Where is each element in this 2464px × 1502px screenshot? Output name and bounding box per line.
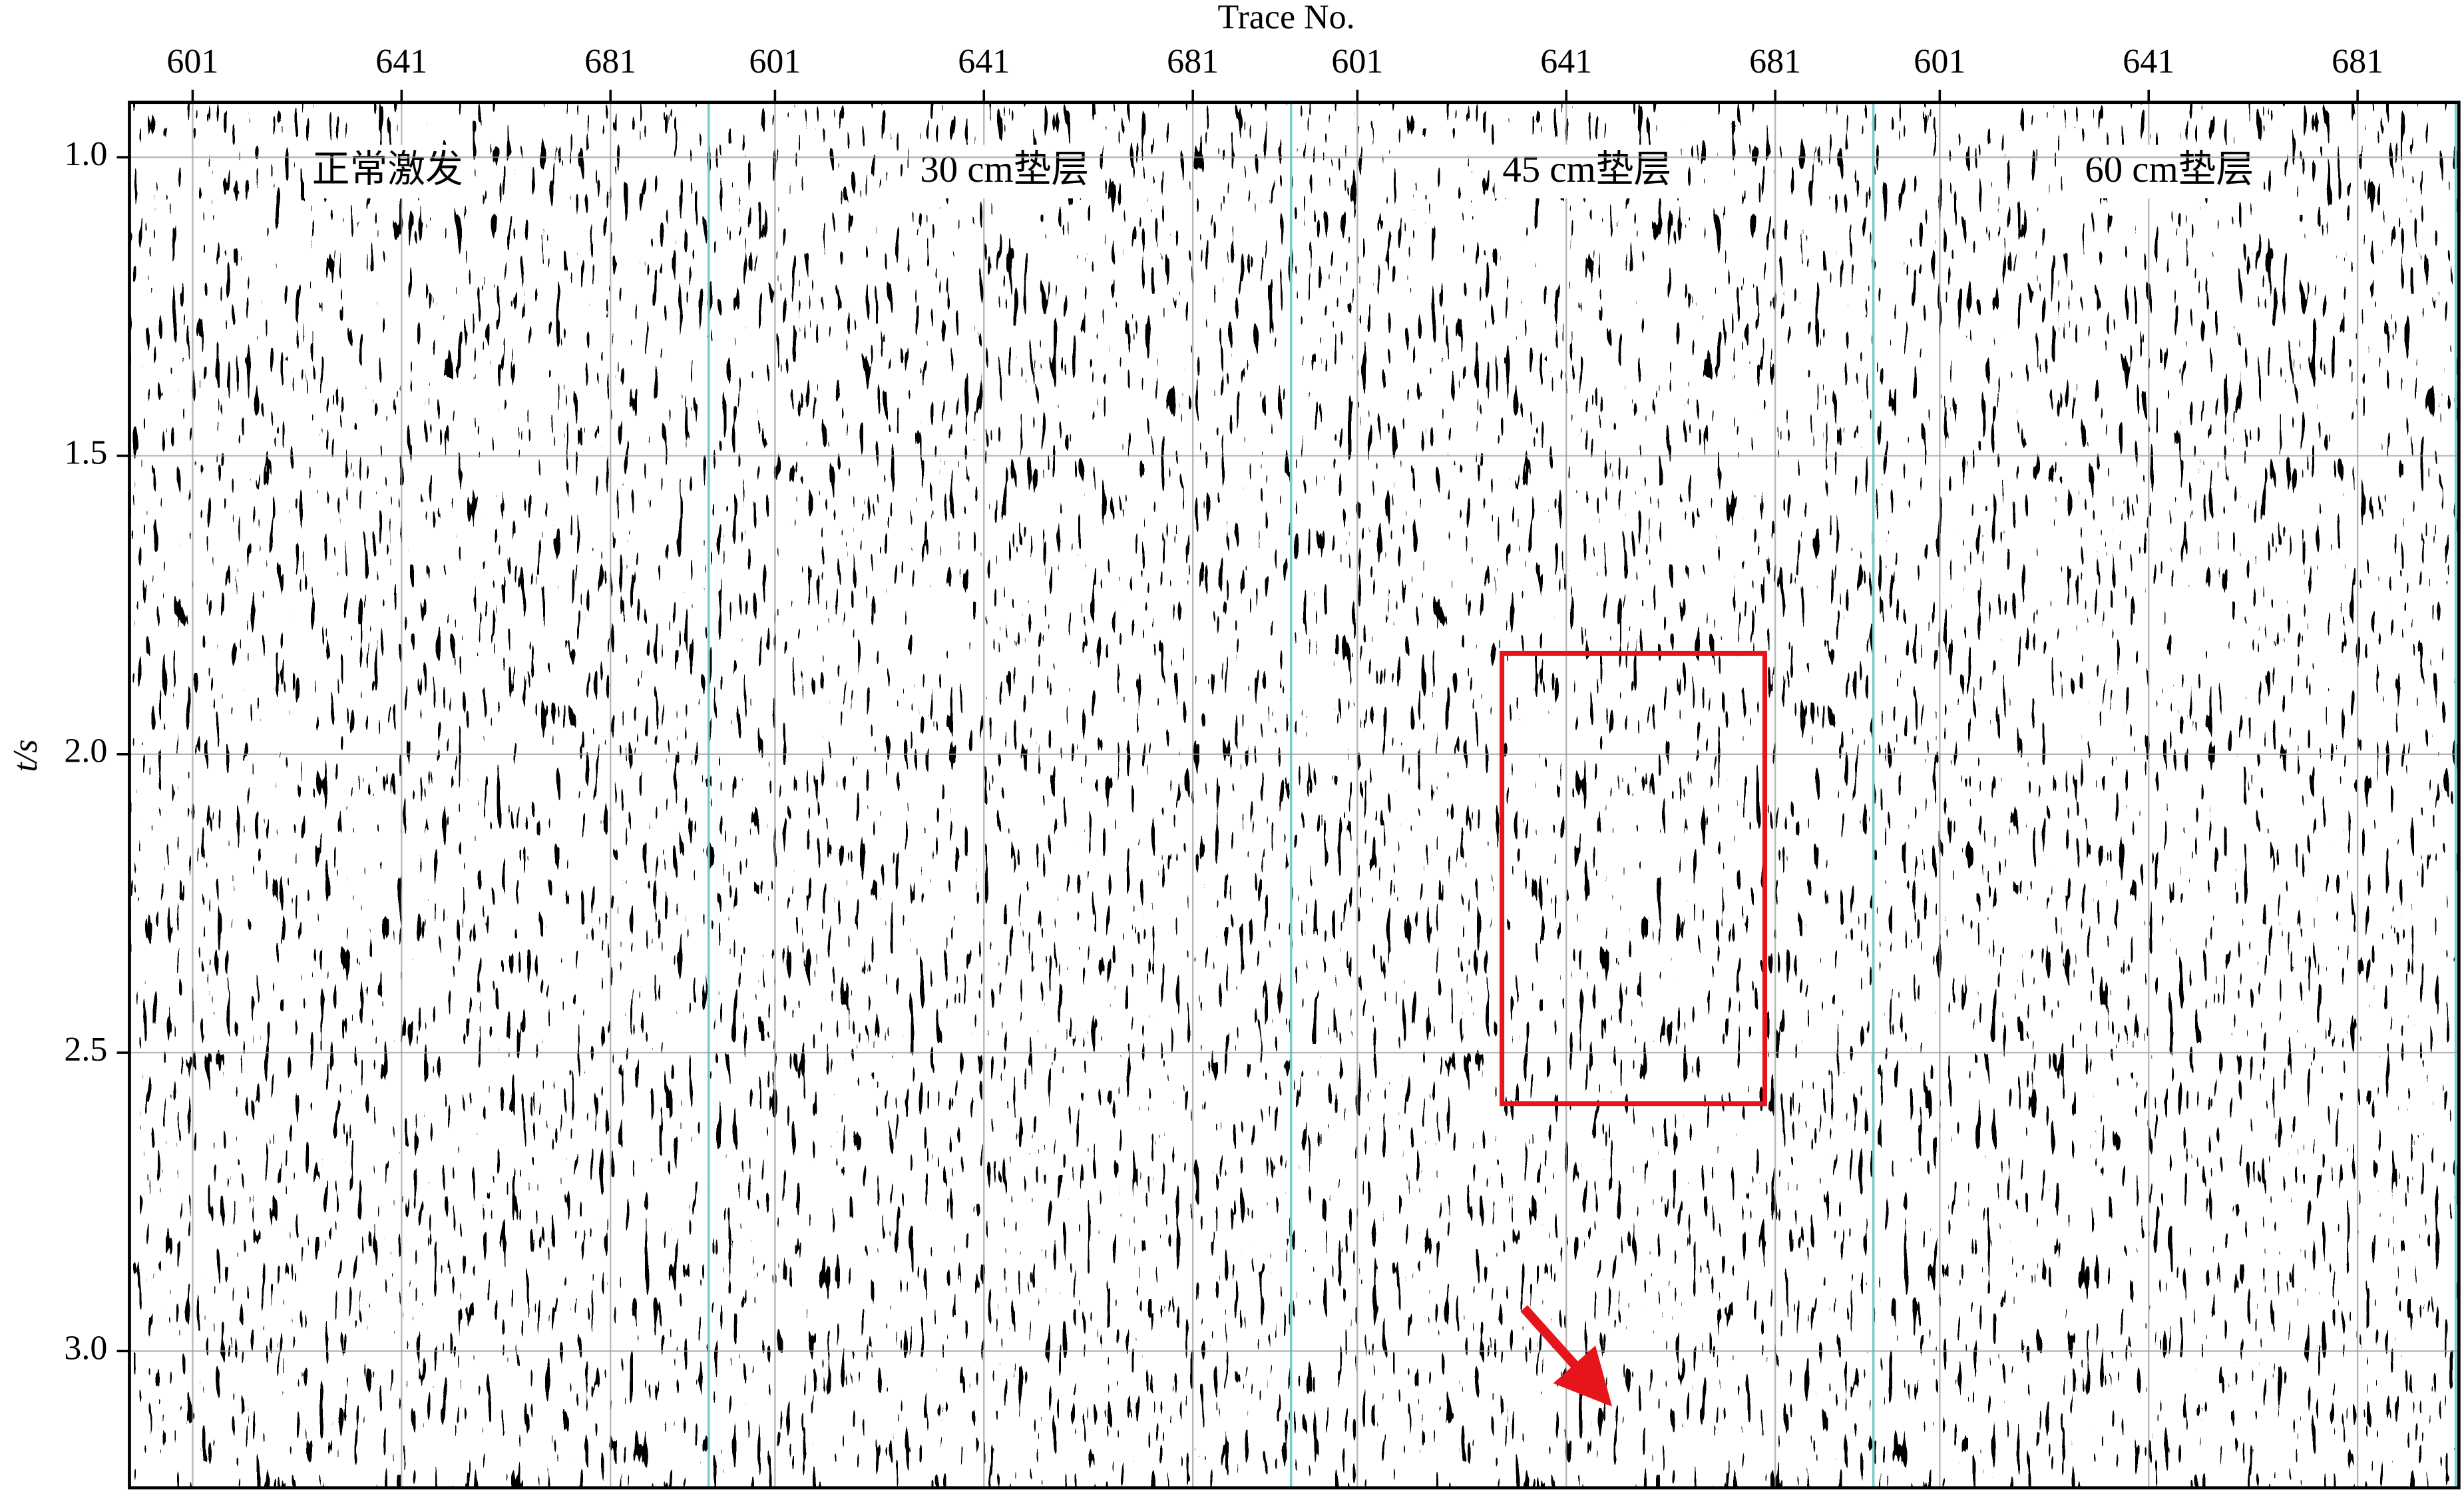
panels: 601 641 681 正常激发 601 641 681 30 cm垫层 601 641 681 45… <box>64 43 2461 1490</box>
x-tick-label: 601 <box>166 43 218 81</box>
x-tick-label: 681 <box>2332 43 2383 81</box>
panel-title-box <box>912 144 1098 198</box>
y-tick-label: 1.5 <box>64 433 107 471</box>
panel-title-box <box>2077 144 2262 198</box>
arrow <box>1520 1305 1613 1407</box>
plot-frame <box>128 101 2461 1490</box>
y-tick-label: 2.0 <box>64 732 107 770</box>
seismic-section <box>1876 102 2459 1488</box>
seismic-section <box>129 102 712 1488</box>
panel-title-box <box>1494 144 1679 198</box>
y-tick-label: 2.5 <box>64 1031 107 1069</box>
y-axis-label: t/s <box>7 740 45 772</box>
x-tick-label: 681 <box>1749 43 1801 81</box>
panel-title: 正常激发 <box>312 148 463 190</box>
highlight-box <box>1500 650 1768 1107</box>
x-tick-label: 601 <box>1914 43 1965 81</box>
seismic-section <box>1294 102 1877 1488</box>
x-tick-label: 641 <box>958 43 1010 81</box>
y-tick-label: 3.0 <box>64 1329 107 1367</box>
x-tick-label: 641 <box>2123 43 2174 81</box>
y-tick-label: 1.0 <box>64 135 107 173</box>
panel-title: 60 cm垫层 <box>2085 148 2254 190</box>
x-tick-label: 641 <box>375 43 427 81</box>
panel-title: 30 cm垫层 <box>920 148 1089 190</box>
x-tick-label: 641 <box>1540 43 1592 81</box>
panel-title-box <box>304 144 471 198</box>
annotations <box>1500 650 1768 1407</box>
x-tick-label: 681 <box>584 43 636 81</box>
x-tick-label: 681 <box>1167 43 1219 81</box>
x-axis-label: Trace No. <box>1218 0 1355 37</box>
x-tick-label: 601 <box>1331 43 1383 81</box>
panel-title: 45 cm垫层 <box>1502 148 1671 190</box>
seismic-section <box>712 102 1295 1488</box>
x-tick-label: 601 <box>749 43 801 81</box>
